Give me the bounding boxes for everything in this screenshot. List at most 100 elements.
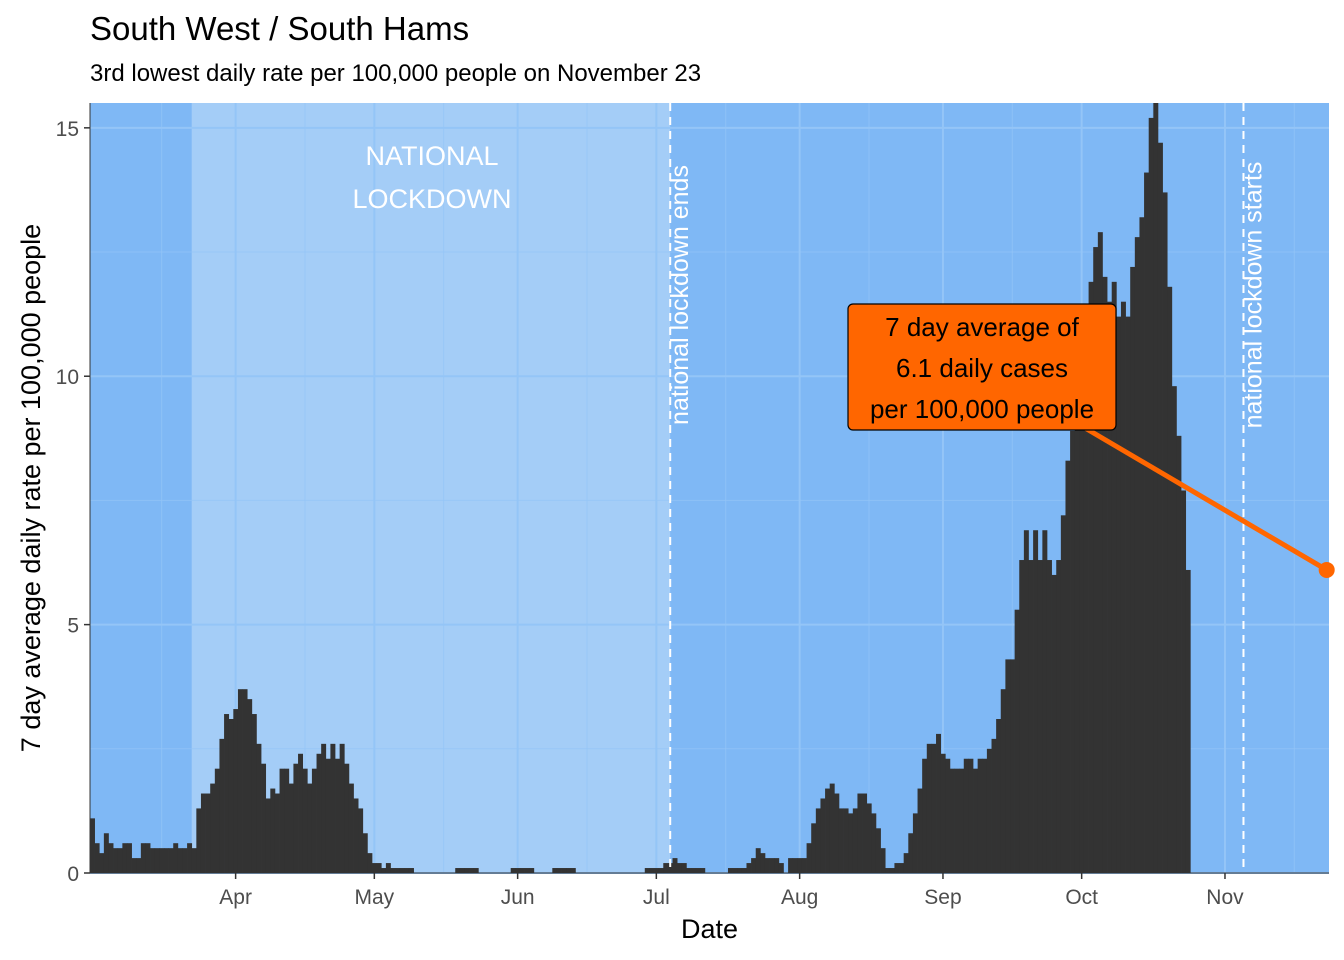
bar — [848, 813, 854, 873]
bar — [154, 848, 160, 873]
bar — [381, 868, 387, 873]
bar — [866, 803, 872, 873]
bar — [1157, 142, 1163, 873]
bar — [385, 863, 391, 873]
bar — [788, 858, 794, 873]
bar — [1148, 117, 1154, 874]
y-tick-label: 10 — [56, 366, 79, 389]
bar — [1097, 232, 1103, 874]
bar — [764, 858, 770, 873]
bar — [663, 863, 669, 873]
bar — [677, 863, 683, 873]
bar — [885, 868, 891, 873]
bar — [168, 848, 174, 873]
bar — [399, 868, 405, 873]
bar — [1185, 569, 1191, 873]
bar — [917, 788, 923, 873]
annotation-text: 7 day average of — [885, 312, 1079, 342]
bar — [829, 783, 835, 873]
bar — [658, 868, 664, 873]
bar — [279, 768, 285, 873]
bar — [871, 813, 877, 873]
bar — [90, 818, 95, 873]
bar — [852, 808, 858, 873]
bar — [372, 863, 377, 873]
bar — [1144, 172, 1150, 873]
bar — [261, 763, 267, 873]
bar — [1093, 247, 1099, 873]
bar — [108, 843, 114, 873]
bar — [136, 858, 142, 873]
bar — [274, 793, 280, 873]
band-label-line: LOCKDOWN — [352, 184, 511, 214]
bar — [681, 863, 687, 873]
bar — [187, 843, 193, 873]
bar — [982, 758, 988, 873]
bar — [515, 868, 521, 873]
bar — [769, 858, 775, 873]
bar — [464, 868, 470, 873]
bar — [270, 788, 276, 873]
lockdown-band-label: NATIONAL LOCKDOWN — [352, 141, 511, 214]
x-tick-label: Aug — [781, 886, 818, 909]
bar — [815, 808, 821, 873]
bar — [302, 768, 308, 873]
bar — [889, 868, 895, 873]
bar — [247, 699, 253, 873]
bar — [196, 808, 202, 873]
bar — [200, 793, 206, 873]
bar — [205, 793, 211, 873]
bar — [524, 868, 530, 873]
bar — [1181, 490, 1187, 873]
x-tick-label: Jul — [643, 886, 670, 909]
bar — [667, 863, 673, 873]
lockdown-band — [191, 103, 671, 873]
bar — [686, 868, 692, 873]
bar — [1005, 659, 1011, 873]
bar — [875, 828, 881, 873]
bar — [903, 853, 909, 873]
bar — [145, 843, 151, 873]
bar — [649, 868, 655, 873]
bar — [113, 848, 119, 873]
bar — [741, 868, 747, 873]
bar — [210, 783, 216, 873]
bar — [376, 863, 382, 873]
bar — [284, 768, 290, 873]
bar — [963, 758, 969, 873]
bar — [126, 843, 132, 873]
bar — [755, 848, 761, 873]
bar — [727, 868, 733, 873]
bar — [99, 853, 105, 873]
annotation-pointer — [1078, 422, 1328, 573]
bar — [949, 768, 955, 873]
chart-title: South West / South Hams — [90, 10, 470, 47]
bar — [404, 868, 410, 873]
bar — [173, 843, 179, 873]
bar — [348, 783, 354, 873]
bar — [293, 763, 299, 873]
bar — [117, 848, 123, 873]
bar — [529, 868, 535, 873]
bar — [1134, 237, 1140, 873]
bar — [335, 758, 340, 873]
y-tick-label: 15 — [56, 118, 79, 141]
bar — [857, 793, 863, 873]
bar — [1171, 386, 1177, 873]
bar — [177, 848, 183, 873]
bar — [1176, 435, 1182, 873]
bar — [801, 858, 807, 873]
bar — [510, 868, 516, 873]
bar — [122, 843, 128, 873]
bar — [1028, 560, 1034, 873]
bar — [344, 763, 350, 873]
bar — [940, 753, 946, 873]
bar — [811, 823, 817, 873]
annotation: 7 day average of 6.1 daily cases per 100,0… — [847, 303, 1335, 578]
bar — [838, 808, 844, 873]
bar — [325, 758, 331, 873]
annotation-point — [1318, 561, 1335, 578]
bar — [996, 719, 1002, 873]
bar — [473, 868, 479, 873]
bar — [330, 743, 336, 873]
